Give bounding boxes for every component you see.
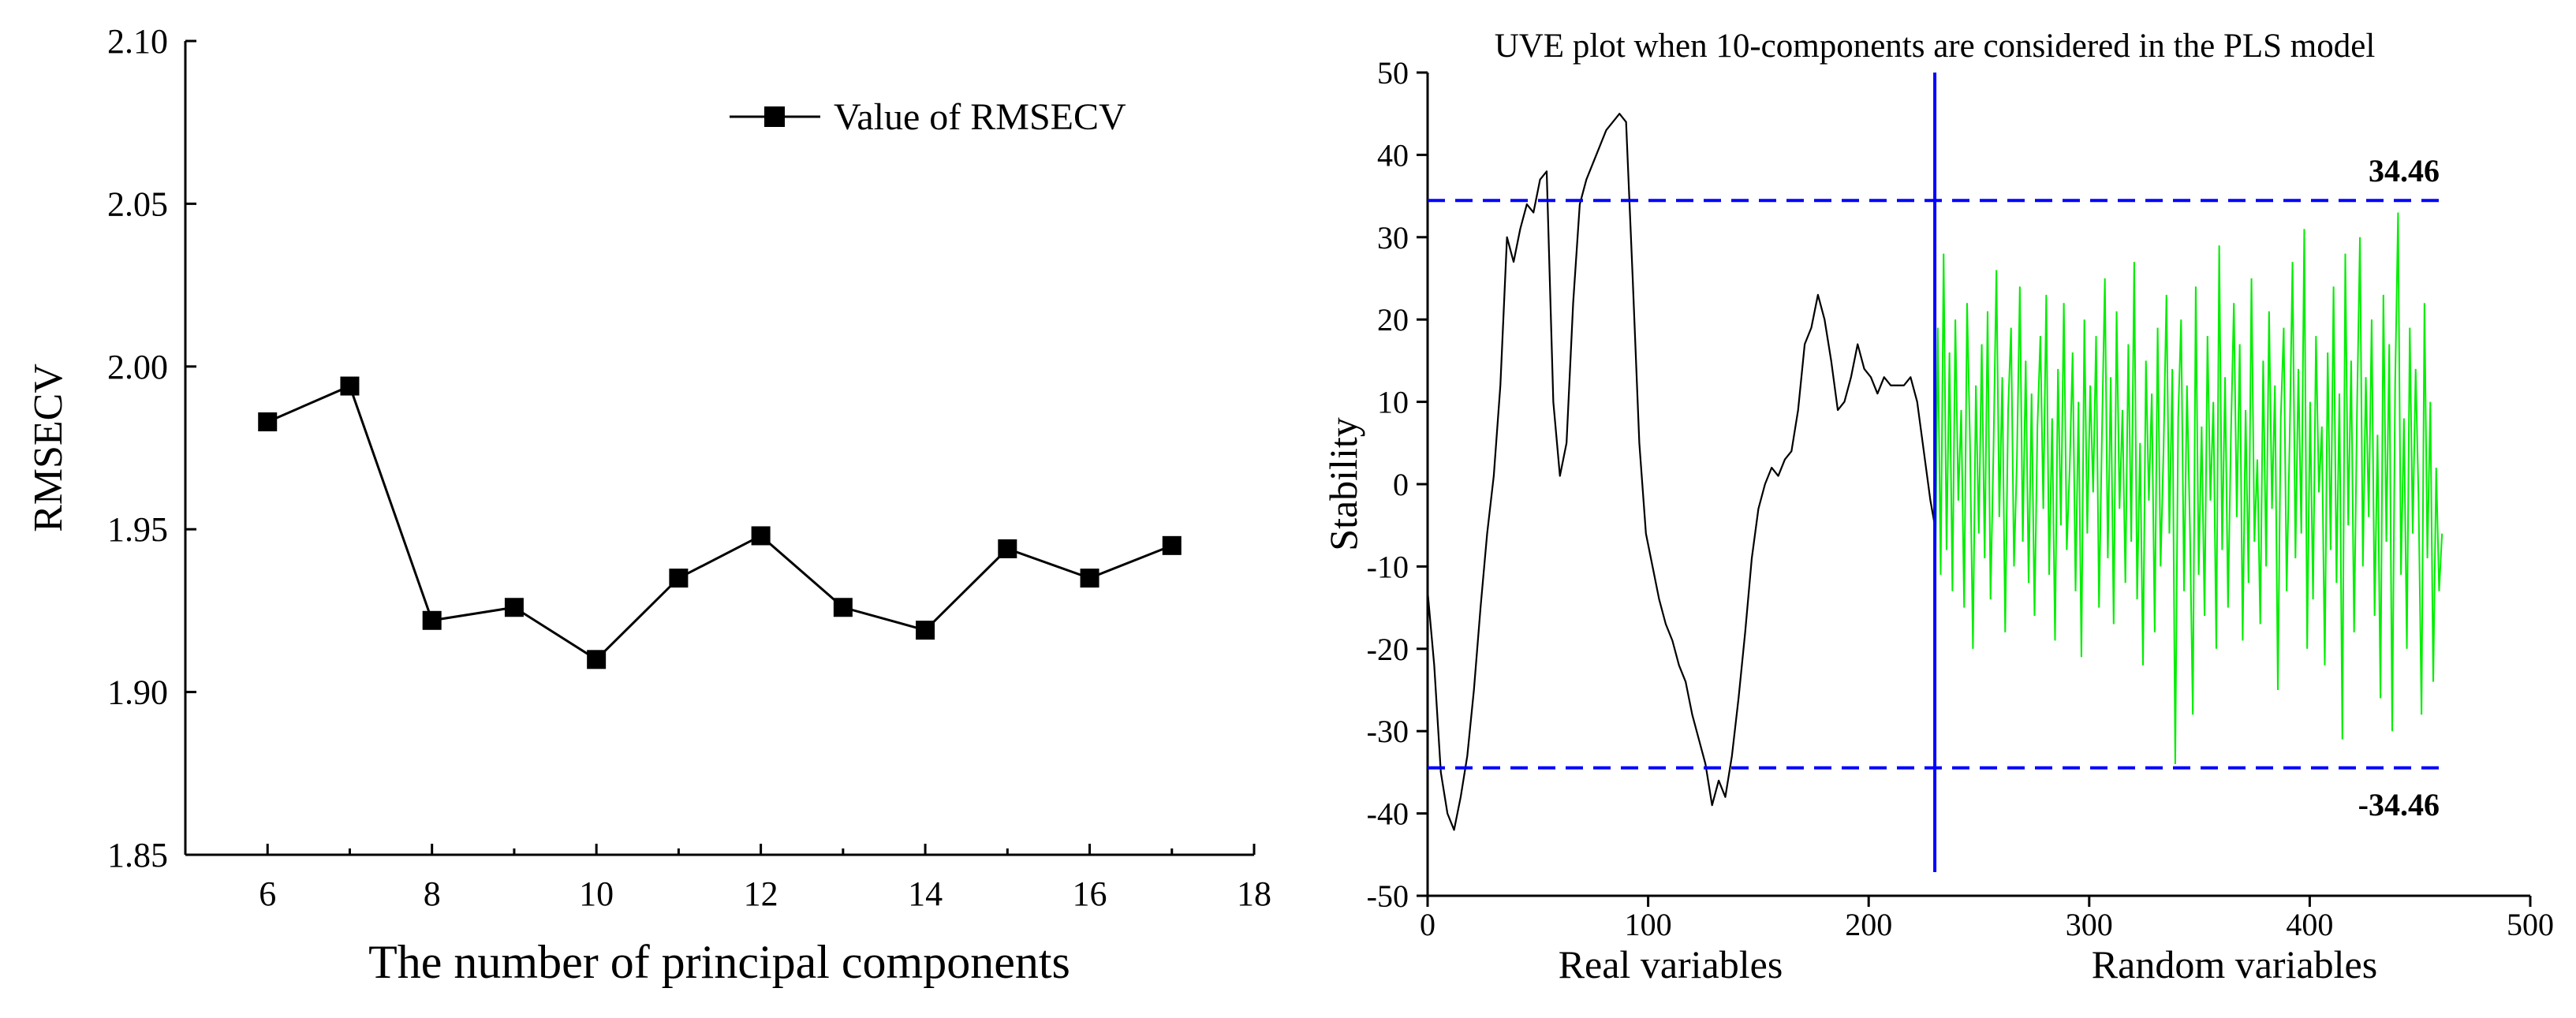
right-y-tick-label: -40 (1367, 796, 1409, 832)
right-y-tick-label: -10 (1367, 549, 1409, 584)
left-x-tick-label: 10 (579, 874, 614, 913)
rmsecv-point (258, 412, 278, 431)
left-y-tick-label: 2.10 (107, 22, 168, 61)
rmsecv-point (422, 610, 442, 630)
right-y-tick-label: 30 (1377, 220, 1409, 255)
rmsecv-point (1080, 569, 1099, 588)
rmsecv-point (751, 526, 771, 546)
left-x-ticks: 6 8 10 12 14 16 18 (184, 844, 1271, 913)
left-x-tick-label: 8 (424, 874, 441, 913)
right-x-tick-label: 0 (1420, 907, 1435, 942)
rmsecv-point (504, 598, 524, 617)
random-variables-line (1934, 212, 2443, 764)
legend-label: Value of RMSECV (834, 96, 1126, 138)
rmsecv-point (916, 621, 935, 640)
right-y-tick-label: 50 (1377, 55, 1409, 91)
stability-series (1426, 73, 2443, 872)
right-y-tick-label: -50 (1367, 878, 1409, 914)
left-x-tick-label: 16 (1073, 874, 1107, 913)
uve-stability-chart: UVE plot when 10-components are consider… (1321, 28, 2554, 986)
rmsecv-point (340, 376, 360, 396)
right-y-ticks: -50 -40 -30 -20 -10 0 10 20 30 40 50 (1367, 55, 1428, 914)
left-y-axis-title: RMSECV (26, 364, 71, 532)
right-y-tick-label: 10 (1377, 385, 1409, 420)
left-y-tick-label: 1.95 (107, 510, 168, 549)
cutoff-lines (1428, 199, 2443, 770)
right-x-tick-label: 100 (1625, 907, 1672, 942)
right-y-axis-title: Stability (1321, 417, 1365, 550)
rmsecv-point (669, 569, 689, 588)
rmsecv-point (998, 539, 1017, 558)
random-variables-label: Random variables (2092, 942, 2377, 986)
left-x-tick-label: 18 (1237, 874, 1271, 913)
rmsecv-chart: 1.85 1.90 1.95 2.00 2.05 2.10 6 8 10 12 14 16 18 RM… (26, 22, 1271, 988)
right-y-tick-label: 40 (1377, 137, 1409, 173)
lower-cutoff-label: -34.46 (2358, 787, 2440, 822)
rmsecv-point (587, 650, 607, 669)
rmsecv-series (258, 376, 1182, 669)
left-y-tick-label: 1.90 (107, 673, 168, 712)
left-x-tick-label: 12 (744, 874, 778, 913)
right-x-tick-label: 200 (1845, 907, 1892, 942)
left-y-tick-label: 2.00 (107, 348, 168, 386)
right-y-tick-label: -20 (1367, 632, 1409, 667)
left-y-tick-label: 2.05 (107, 185, 168, 223)
left-y-tick-label: 1.85 (107, 836, 168, 874)
real-variables-label: Real variables (1559, 942, 1783, 986)
legend-marker-sample (764, 106, 785, 127)
rmsecv-line (267, 384, 1173, 662)
left-x-tick-label: 14 (908, 874, 943, 913)
right-x-tick-label: 500 (2507, 907, 2554, 942)
right-x-tick-label: 300 (2066, 907, 2113, 942)
right-x-tick-label: 400 (2286, 907, 2333, 942)
left-x-tick-label: 6 (259, 874, 276, 913)
right-y-tick-label: 20 (1377, 302, 1409, 337)
left-legend: Value of RMSECV (730, 96, 1126, 138)
right-x-ticks: 0 100 200 300 400 500 (1420, 896, 2554, 942)
real-variables-line (1426, 113, 1936, 831)
left-y-ticks: 1.85 1.90 1.95 2.00 2.05 2.10 (107, 22, 196, 874)
upper-cutoff-label: 34.46 (2369, 153, 2440, 188)
rmsecv-point (833, 598, 853, 617)
right-y-tick-label: -30 (1367, 714, 1409, 749)
right-y-tick-label: 0 (1393, 467, 1409, 502)
right-chart-title: UVE plot when 10-components are consider… (1495, 28, 2376, 65)
left-x-axis-title: The number of principal components (368, 936, 1070, 988)
rmsecv-point (1162, 535, 1182, 555)
